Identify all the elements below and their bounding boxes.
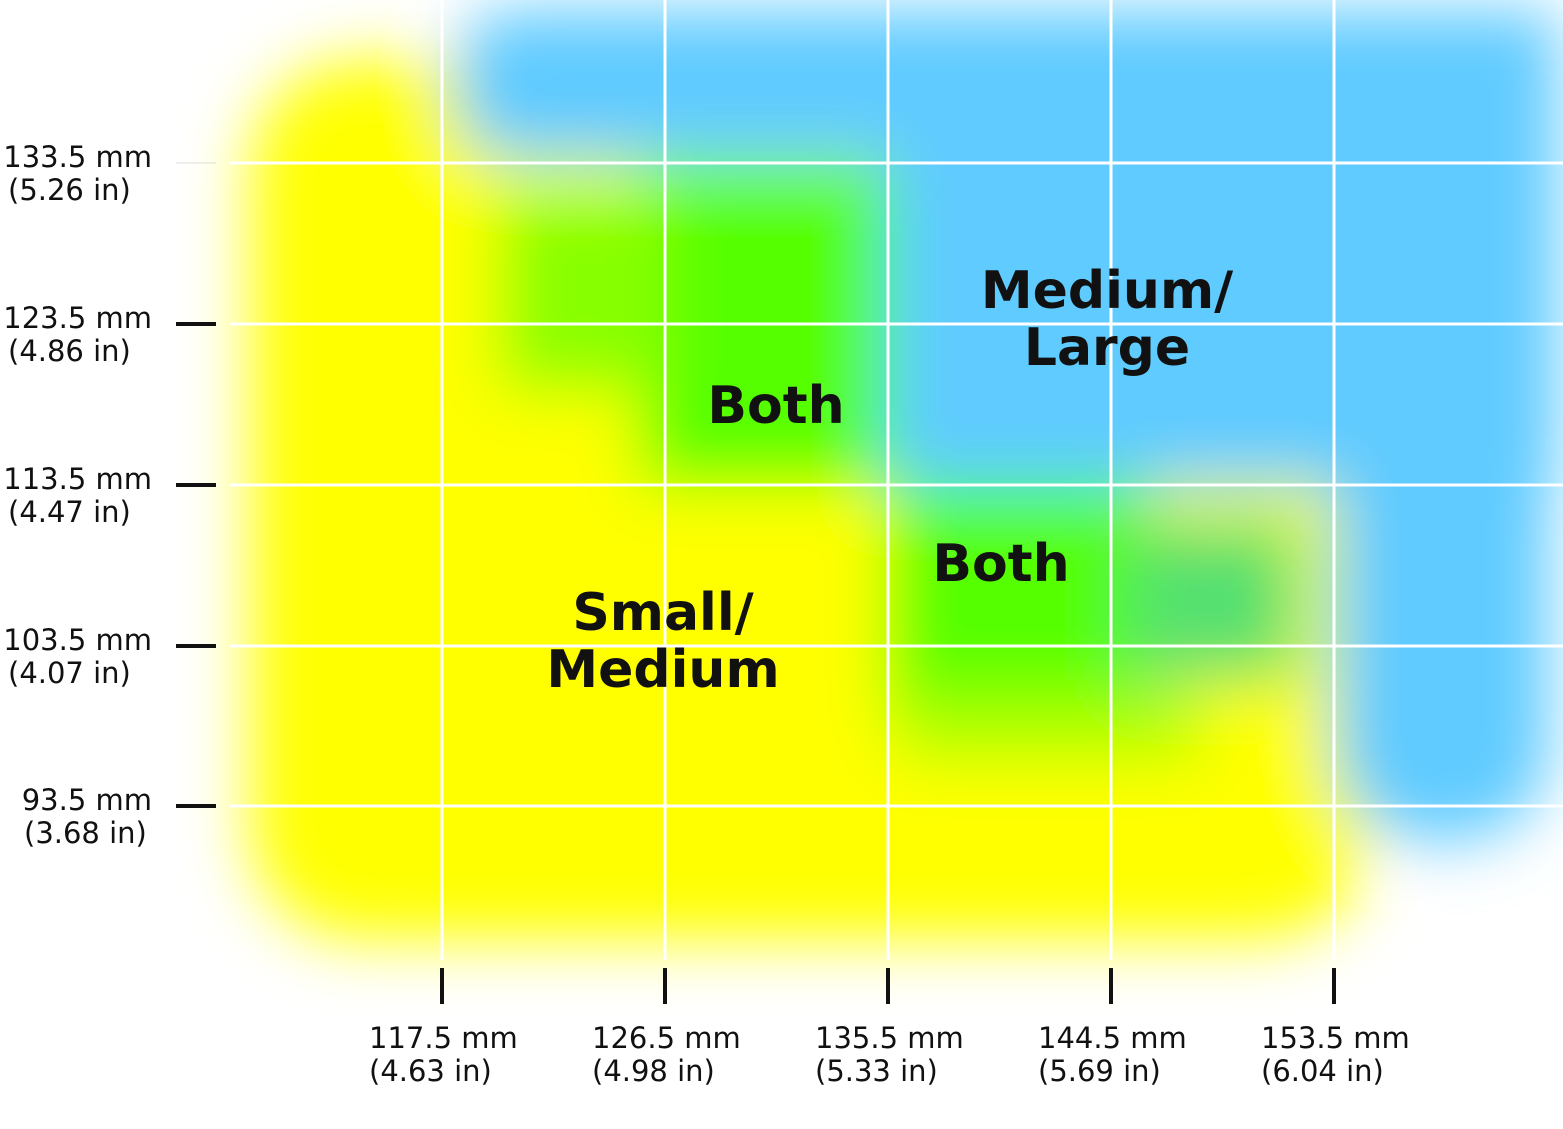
color-field [250, 10, 1558, 940]
y-tick-label: (4.47 in) [8, 495, 131, 529]
ticks [176, 162, 1336, 1004]
y-tick-label: (4.07 in) [8, 656, 131, 690]
x-tick-label: 144.5 mm [1038, 1021, 1187, 1055]
x-tick-label: (5.69 in) [1038, 1054, 1161, 1088]
region-label: Medium [546, 640, 779, 700]
green-zone [888, 485, 1148, 725]
x-tick-label: (4.98 in) [592, 1054, 715, 1088]
region-label: Small/ [572, 583, 753, 643]
green-zone [900, 690, 1200, 760]
labels: 133.5 mm(5.26 in) 123.5 mm(4.86 in) 113.5 … [3, 140, 1410, 1088]
y-tick-label: 123.5 mm [3, 301, 152, 335]
y-tick-label: 93.5 mm [22, 783, 152, 817]
blue-zone [1334, 60, 1549, 840]
x-tick-label: (4.63 in) [369, 1054, 492, 1088]
green-zone [500, 190, 670, 390]
x-tick-label: 126.5 mm [592, 1021, 741, 1055]
y-tick-label: 133.5 mm [3, 140, 152, 174]
y-tick-label: (4.86 in) [8, 334, 131, 368]
grid [230, 0, 1563, 960]
region-label: Both [932, 534, 1069, 594]
region-label: Both [707, 376, 844, 436]
region-label: Large [1024, 318, 1190, 378]
x-tick-label: (5.33 in) [815, 1054, 938, 1088]
y-tick-label: (5.26 in) [8, 173, 131, 207]
y-tick-label: (3.68 in) [24, 816, 147, 850]
region-label: Medium/ [981, 261, 1233, 321]
y-tick-label: 103.5 mm [3, 623, 152, 657]
x-tick-label: 135.5 mm [815, 1021, 964, 1055]
x-tick-label: 117.5 mm [369, 1021, 518, 1055]
y-tick-label: 113.5 mm [3, 462, 152, 496]
x-tick-label: 153.5 mm [1261, 1021, 1410, 1055]
green-zone [1130, 520, 1300, 680]
x-tick-label: (6.04 in) [1261, 1054, 1384, 1088]
